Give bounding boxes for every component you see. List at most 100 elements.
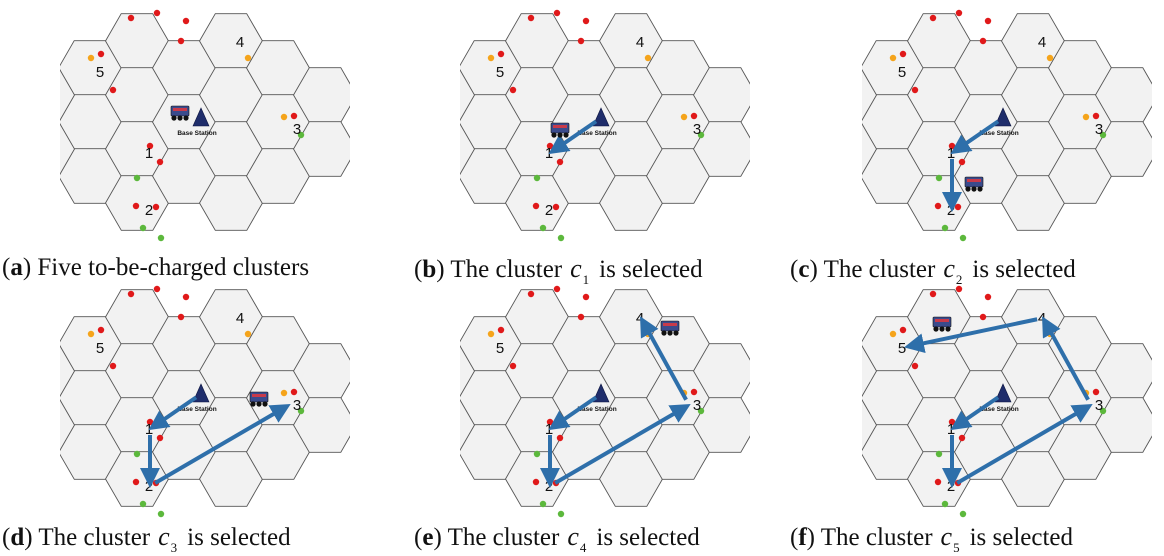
base-station-icon: [192, 107, 210, 127]
route-arrow: [950, 119, 1000, 155]
cluster-label-5: 5: [898, 340, 906, 357]
route-arrow: [554, 403, 691, 485]
sensor-node: [132, 478, 140, 486]
sensor-node: [955, 285, 963, 293]
sensor-node: [934, 478, 942, 486]
hex-cell: [460, 399, 476, 452]
hex-cell: [862, 345, 878, 398]
caption-d: (d) The cluster c3 is selected: [2, 522, 291, 555]
cluster-label-4: 4: [1038, 34, 1046, 51]
sensor-node: [889, 330, 897, 338]
base-station-icon: [192, 383, 210, 403]
sensor-node: [127, 14, 135, 22]
sensor-node: [935, 174, 943, 182]
hex-cell: [1094, 397, 1152, 453]
charging-vehicle-icon: [249, 391, 269, 407]
hex-cell: [1094, 121, 1152, 177]
sensor-node: [280, 389, 288, 397]
cluster-label-2: 2: [145, 202, 153, 219]
sensor-node: [697, 407, 705, 415]
base-station-label: Base Station: [577, 406, 616, 413]
sensor-node: [533, 174, 541, 182]
sensor-node: [553, 9, 561, 17]
route-arrow: [548, 395, 598, 431]
sensor-node: [539, 500, 547, 508]
sensor-node: [156, 434, 164, 442]
base-station-icon: [592, 107, 610, 127]
sensor-node: [97, 326, 105, 334]
cluster-label-1: 1: [145, 145, 153, 162]
sensor-node: [153, 285, 161, 293]
sensor-node: [680, 113, 688, 121]
sensor-node: [527, 290, 535, 298]
route-arrow: [956, 403, 1093, 485]
hex-cell: [292, 397, 350, 453]
cluster-label-3: 3: [693, 397, 701, 414]
sensor-node: [497, 50, 505, 58]
route-arrow: [1042, 316, 1090, 401]
cluster-label-5: 5: [96, 340, 104, 357]
sensor-node: [280, 113, 288, 121]
hex-diagram-b: 1 2 3 4 5 Base Station: [460, 9, 750, 242]
sensor-node: [109, 86, 117, 94]
sensor-node: [690, 388, 698, 396]
cluster-label-1: 1: [545, 145, 553, 162]
cluster-label-3: 3: [693, 121, 701, 138]
cluster-label-5: 5: [496, 64, 504, 81]
sensor-node: [527, 14, 535, 22]
sensor-node: [109, 362, 117, 370]
hex-cell: [60, 399, 76, 452]
hex-cell: [460, 123, 476, 176]
sensor-node: [132, 202, 140, 210]
sensor-node: [290, 112, 298, 120]
sensor-node: [509, 362, 517, 370]
hex-cell: [862, 69, 878, 122]
sensor-node: [156, 158, 164, 166]
hex-cell: [460, 69, 476, 122]
sensor-node: [899, 326, 907, 334]
sensor-node: [539, 224, 547, 232]
sensor-node: [556, 434, 564, 442]
panel-d: 1 2 3 4 5 Base Station: [60, 281, 350, 521]
sensor-node: [297, 407, 305, 415]
sensor-node: [958, 158, 966, 166]
hex-cell: [292, 121, 350, 177]
base-station-icon: [592, 383, 610, 403]
route-arrow: [548, 119, 598, 155]
sensor-node: [644, 54, 652, 62]
sensor-node: [929, 290, 937, 298]
sensor-node: [97, 50, 105, 58]
sensor-node: [532, 478, 540, 486]
hex-diagram-a: 1 2 3 4 5 Base Station: [60, 9, 350, 242]
panel-f: 1 2 3 4 5 Base Station: [862, 281, 1152, 521]
base-station-label: Base Station: [177, 406, 216, 413]
panel-a: 1 2 3 4 5 Base Station: [60, 5, 350, 245]
cluster-label-4: 4: [636, 34, 644, 51]
sensor-node: [582, 17, 590, 25]
base-station-icon: [994, 107, 1012, 127]
hex-cell: [60, 345, 76, 398]
sensor-node: [177, 313, 185, 321]
sensor-node: [934, 202, 942, 210]
sensor-node: [697, 131, 705, 139]
charging-vehicle-icon: [660, 320, 680, 336]
sensor-node: [941, 224, 949, 232]
sensor-node: [984, 17, 992, 25]
sensor-node: [582, 293, 590, 301]
sensor-node: [133, 450, 141, 458]
sensor-node: [935, 450, 943, 458]
sensor-node: [487, 54, 495, 62]
charging-vehicle-icon: [964, 176, 984, 192]
sensor-node: [244, 54, 252, 62]
hex-cell: [862, 123, 878, 176]
sensor-node: [139, 500, 147, 508]
cluster-label-3: 3: [293, 397, 301, 414]
cluster-label-4: 4: [236, 34, 244, 51]
base-station-label: Base Station: [177, 130, 216, 137]
base-station-label: Base Station: [979, 406, 1018, 413]
sensor-node: [487, 330, 495, 338]
